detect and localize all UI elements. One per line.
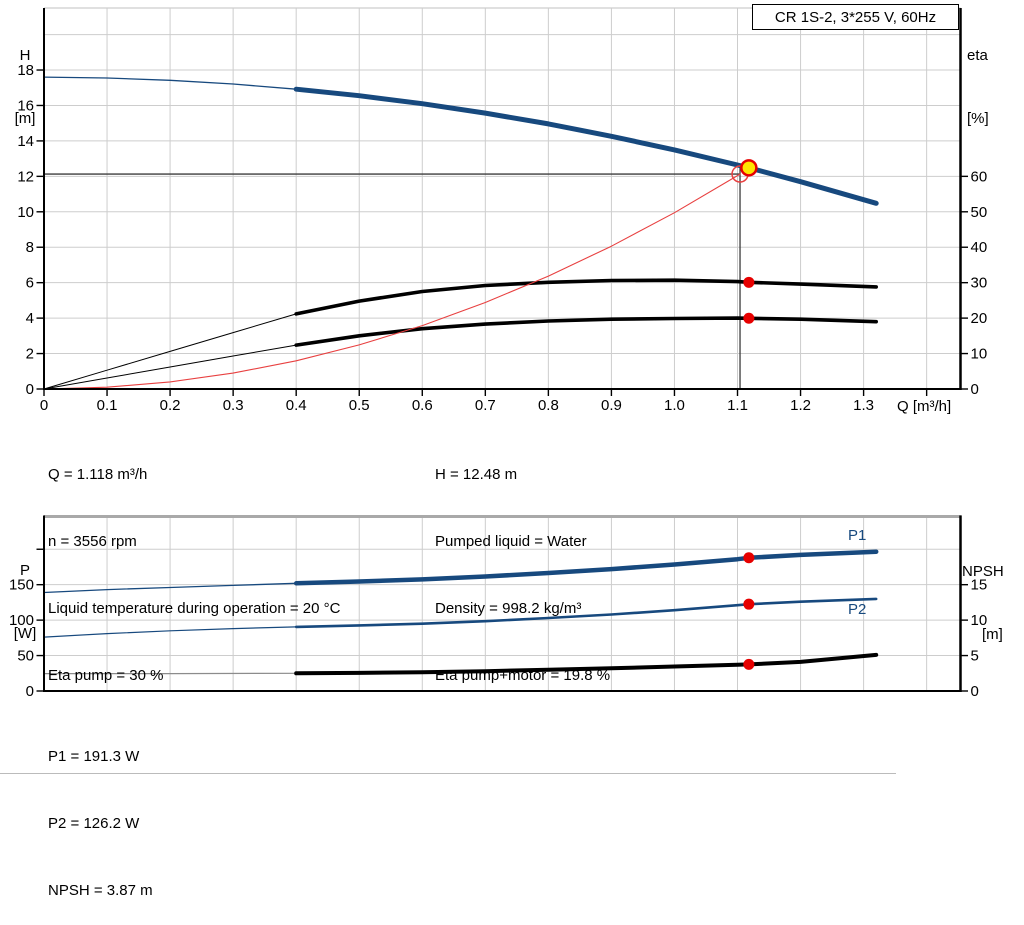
npsh-axis-label: NPSH [m] [962, 519, 1004, 666]
q-tick-label: 0.7 [475, 397, 496, 414]
eta-axis-name: eta [967, 45, 989, 66]
q-tick-label: 0.8 [538, 397, 559, 414]
pump-datasheet-page: { "title_box": { "text": "CR 1S-2, 3*255… [0, 0, 1024, 781]
info-head: H = 12.48 m [435, 464, 610, 486]
q-tick-label: 0.2 [160, 397, 181, 414]
eta-tick-label: 50 [971, 204, 988, 221]
eta-pump-curve-duty-dot [743, 277, 754, 288]
result-npsh: NPSH = 3.87 m [48, 880, 153, 902]
h-tick-label: 12 [17, 168, 34, 185]
info-speed: n = 3556 rpm [48, 531, 340, 553]
info-eta-pump: Eta pump = 30 % [48, 665, 340, 687]
result-p2: P2 = 126.2 W [48, 813, 153, 835]
h-axis-label: H [m] [6, 3, 44, 150]
p1-curve-label: P1 [848, 528, 866, 543]
h-axis-unit: [m] [6, 108, 44, 129]
info-flow: Q = 1.118 m³/h [48, 464, 340, 486]
h-tick-label: 6 [26, 275, 34, 292]
eta-tick-label: 40 [971, 239, 988, 256]
info-pumped-liquid: Pumped liquid = Water [435, 531, 610, 553]
eta-tick-label: 30 [971, 275, 988, 292]
result-p1: P1 = 191.3 W [48, 746, 153, 768]
q-tick-label: 0 [40, 397, 48, 414]
q-tick-label: 1.2 [790, 397, 811, 414]
info-eta-pump-motor: Eta pump+motor = 19.8 % [435, 665, 610, 687]
eta-pump-motor-curve-duty-dot [743, 313, 754, 324]
npsh-tick-label: 0 [971, 683, 979, 700]
pump-title-box: CR 1S-2, 3*255 V, 60Hz [752, 4, 959, 30]
q-tick-label: 0.5 [349, 397, 370, 414]
h-tick-label: 10 [17, 204, 34, 221]
p-axis-label: P [W] [6, 518, 44, 665]
q-tick-label: 0.4 [286, 397, 307, 414]
p-tick-label: 0 [26, 683, 34, 700]
actual-duty-point-marker [741, 160, 756, 175]
qh-curve [296, 89, 876, 203]
h-tick-label: 4 [26, 310, 34, 327]
q-tick-label: 0.3 [223, 397, 244, 414]
eta-tick-label: 60 [971, 168, 988, 185]
npsh-axis-name: NPSH [962, 561, 1004, 582]
eta-pump-curve [296, 280, 876, 314]
h-tick-label: 8 [26, 239, 34, 256]
pump-title: CR 1S-2, 3*255 V, 60Hz [775, 9, 936, 26]
q-tick-label: 0.9 [601, 397, 622, 414]
info-liquid-temperature: Liquid temperature during operation = 20… [48, 598, 340, 620]
q-axis-label: Q [m³/h] [897, 396, 951, 418]
p2-curve-label: P2 [848, 602, 866, 617]
q-tick-label: 1.3 [853, 397, 874, 414]
eta-pump-motor-curve [296, 318, 876, 345]
eta-axis-label: eta [%] [967, 3, 989, 150]
duty-info-right-column: H = 12.48 m Pumped liquid = Water Densit… [435, 419, 610, 710]
eta-tick-label: 10 [971, 346, 988, 363]
q-tick-label: 0.1 [97, 397, 118, 414]
q-tick-label: 1.1 [727, 397, 748, 414]
p-axis-unit: [W] [6, 623, 44, 644]
duty-info-left-column: Q = 1.118 m³/h n = 3556 rpm Liquid tempe… [48, 419, 340, 710]
h-axis-name: H [6, 45, 44, 66]
q-tick-label: 0.6 [412, 397, 433, 414]
npsh-axis-unit: [m] [962, 624, 1004, 645]
npsh-curve-duty-dot [743, 659, 754, 670]
info-density: Density = 998.2 kg/m³ [435, 598, 610, 620]
q-tick-label: 1.0 [664, 397, 685, 414]
eta-tick-label: 0 [971, 381, 979, 398]
h-tick-label: 0 [26, 381, 34, 398]
p1-curve-duty-dot [743, 552, 754, 563]
eta-axis-unit: [%] [967, 108, 989, 129]
result-panel: P1 = 191.3 W P2 = 126.2 W NPSH = 3.87 m [48, 701, 153, 925]
eta-tick-label: 20 [971, 310, 988, 327]
p-axis-name: P [6, 560, 44, 581]
h-tick-label: 2 [26, 346, 34, 363]
p2-curve-duty-dot [743, 599, 754, 610]
